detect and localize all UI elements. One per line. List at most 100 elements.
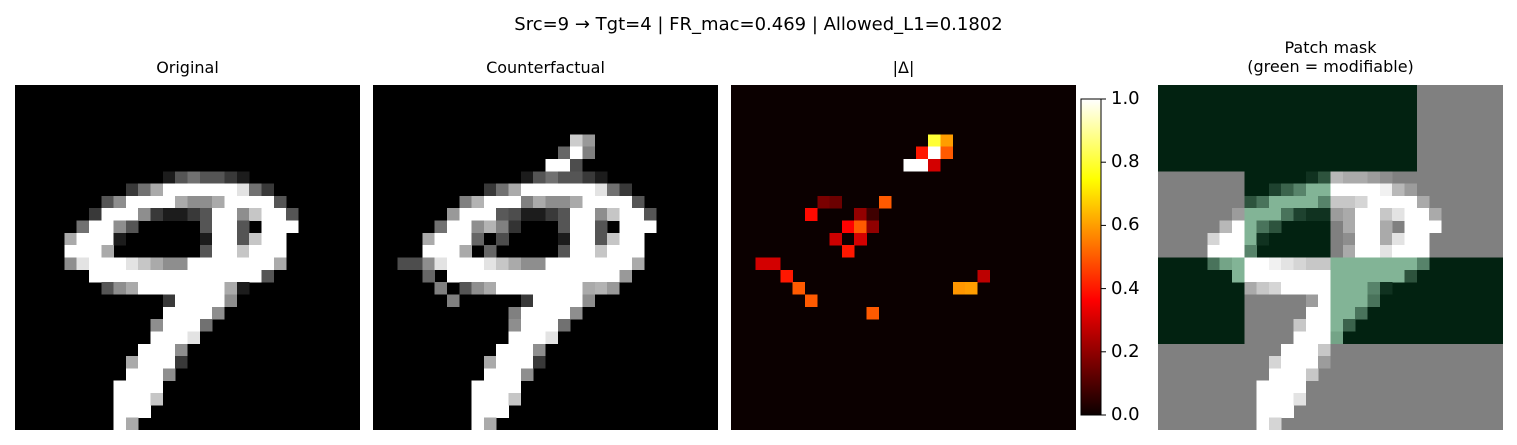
original-pixel xyxy=(273,232,287,246)
mask-pixel xyxy=(1355,306,1368,320)
original-pixel xyxy=(175,269,188,283)
mask-pixel xyxy=(1379,183,1393,197)
counterfactual-pixel xyxy=(508,356,522,369)
mask-pixel xyxy=(1342,232,1356,246)
colorbar-tick-label: 1.0 xyxy=(1111,88,1140,109)
original-pixel xyxy=(212,269,225,283)
original-pixel xyxy=(261,208,274,221)
counterfactual-pixel xyxy=(434,232,448,246)
counterfactual-pixel xyxy=(471,393,485,406)
mask-pixel xyxy=(1305,282,1319,295)
mask-pixel xyxy=(1244,269,1257,283)
counterfactual-pixel xyxy=(594,195,608,209)
mask-pixel xyxy=(1305,171,1319,184)
mask-pixel xyxy=(1379,232,1393,246)
counterfactual-pixel xyxy=(545,195,559,209)
counterfactual-pixel xyxy=(496,405,509,418)
counterfactual-pixel xyxy=(545,171,559,184)
mask-pixel xyxy=(1268,269,1282,283)
colorbar-tick-label: 0.2 xyxy=(1111,340,1140,362)
original-pixel xyxy=(199,220,213,234)
original-image xyxy=(15,85,360,430)
original-pixel xyxy=(199,282,213,295)
mask-pixel xyxy=(1293,208,1307,221)
counterfactual-pixel xyxy=(496,208,509,221)
counterfactual-pixel xyxy=(508,319,522,332)
counterfactual-pixel xyxy=(607,183,620,197)
mask-pixel xyxy=(1367,183,1381,197)
original-pixel xyxy=(64,232,77,246)
mask-pixel xyxy=(1355,269,1368,283)
original-pixel xyxy=(101,245,114,258)
counterfactual-pixel xyxy=(533,319,546,332)
counterfactual-pixel xyxy=(570,306,583,320)
counterfactual-pixel xyxy=(533,306,546,320)
colorbar-tick-label: 0.6 xyxy=(1111,214,1140,236)
delta-pixel xyxy=(928,146,941,160)
original-pixel xyxy=(236,232,250,246)
mask-pixel xyxy=(1330,257,1344,271)
counterfactual-pixel xyxy=(545,319,559,332)
original-pixel xyxy=(212,294,225,308)
mask-pixel xyxy=(1268,356,1282,369)
delta-pixel xyxy=(829,232,843,246)
mask-pixel xyxy=(1416,220,1430,234)
delta-pixel xyxy=(804,208,818,221)
counterfactual-pixel xyxy=(619,245,632,258)
original-pixel xyxy=(212,183,225,197)
delta-pixel xyxy=(792,282,806,295)
mask-pixel xyxy=(1355,257,1368,271)
original-pixel xyxy=(150,368,164,381)
counterfactual-pixel xyxy=(520,183,534,197)
original-pixel xyxy=(224,245,238,258)
counterfactual-pixel xyxy=(483,417,497,430)
counterfactual-pixel xyxy=(557,269,571,283)
original-pixel xyxy=(224,220,238,234)
original-pixel xyxy=(125,220,139,234)
counterfactual-pixel xyxy=(607,282,620,295)
delta-pixel xyxy=(866,306,880,320)
original-pixel xyxy=(224,183,238,197)
original-pixel xyxy=(212,306,225,320)
counterfactual-pixel xyxy=(557,158,571,172)
counterfactual-pixel xyxy=(570,257,583,271)
original-pixel xyxy=(199,319,213,332)
original-pixel xyxy=(224,171,238,184)
original-pixel xyxy=(236,282,250,295)
counterfactual-pixel xyxy=(397,257,411,271)
counterfactual-pixel xyxy=(483,380,497,394)
delta-pixel xyxy=(841,220,855,234)
mask-pixel xyxy=(1330,331,1344,344)
counterfactual-pixel xyxy=(545,294,559,308)
counterfactual-pixel xyxy=(483,220,497,234)
original-pixel xyxy=(162,356,176,369)
original-pixel xyxy=(125,368,139,381)
mask-pixel xyxy=(1281,393,1294,406)
counterfactual-pixel xyxy=(533,269,546,283)
delta-pixel xyxy=(878,195,892,209)
counterfactual-pixel xyxy=(582,294,596,308)
counterfactual-image xyxy=(373,85,718,430)
original-pixel xyxy=(249,232,262,246)
counterfactual-pixel xyxy=(631,208,645,221)
counterfactual-pixel xyxy=(594,183,608,197)
mask-pixel xyxy=(1293,343,1307,357)
mask-pixel xyxy=(1342,208,1356,221)
mask-pixel xyxy=(1404,195,1417,209)
original-pixel xyxy=(224,294,238,308)
mask-pixel xyxy=(1342,195,1356,209)
mask-pixel xyxy=(1318,208,1331,221)
counterfactual-pixel xyxy=(607,269,620,283)
delta-pixel xyxy=(915,158,929,172)
delta-pixel xyxy=(841,245,855,258)
mask-pixel xyxy=(1207,245,1220,258)
counterfactual-pixel xyxy=(508,257,522,271)
counterfactual-pixel xyxy=(594,245,608,258)
original-pixel xyxy=(199,245,213,258)
counterfactual-pixel xyxy=(582,208,596,221)
mask-pixel xyxy=(1256,393,1270,406)
original-pixel xyxy=(113,417,127,430)
mask-pixel xyxy=(1281,380,1294,394)
counterfactual-pixel xyxy=(496,282,509,295)
mask-tile-fixed xyxy=(1416,343,1503,430)
